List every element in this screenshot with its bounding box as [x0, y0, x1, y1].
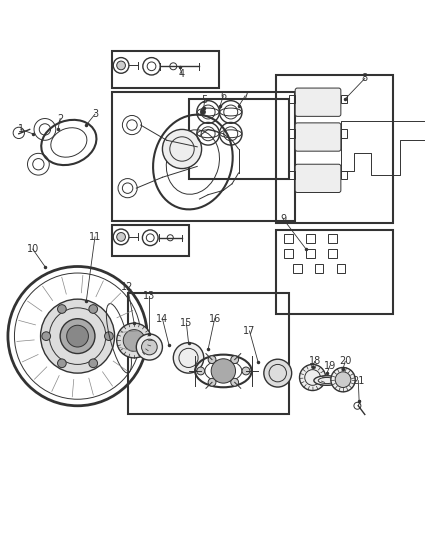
Circle shape: [211, 359, 236, 383]
Bar: [276, 75, 393, 223]
Circle shape: [208, 378, 216, 386]
FancyBboxPatch shape: [295, 123, 341, 151]
Text: 14: 14: [156, 314, 169, 324]
Text: 20: 20: [339, 357, 351, 366]
Text: 9: 9: [280, 214, 286, 224]
Bar: [341, 94, 347, 103]
Text: 16: 16: [208, 314, 221, 324]
Circle shape: [173, 343, 204, 373]
Bar: [113, 92, 295, 221]
Bar: [276, 230, 393, 314]
Bar: [306, 249, 315, 258]
Circle shape: [331, 367, 355, 392]
Circle shape: [117, 61, 125, 70]
Text: 15: 15: [180, 318, 193, 328]
Bar: [188, 99, 289, 180]
Text: 3: 3: [92, 109, 98, 119]
Circle shape: [89, 359, 98, 368]
Text: 6: 6: [220, 91, 226, 101]
Bar: [289, 94, 295, 103]
Circle shape: [105, 332, 113, 341]
Circle shape: [335, 372, 351, 387]
Bar: [113, 51, 219, 88]
Text: 11: 11: [89, 232, 101, 242]
Circle shape: [141, 339, 157, 355]
Bar: [284, 234, 293, 243]
Circle shape: [41, 299, 115, 373]
Circle shape: [300, 365, 325, 391]
Circle shape: [264, 359, 292, 387]
Text: 5: 5: [201, 95, 208, 105]
Circle shape: [242, 367, 250, 375]
Circle shape: [117, 232, 125, 241]
Text: 2: 2: [57, 114, 63, 124]
FancyBboxPatch shape: [295, 88, 341, 116]
Bar: [293, 264, 302, 273]
Circle shape: [231, 356, 239, 364]
Circle shape: [89, 305, 98, 313]
Bar: [328, 234, 336, 243]
Circle shape: [57, 359, 66, 368]
Text: 17: 17: [243, 326, 256, 336]
Text: 10: 10: [27, 244, 39, 254]
Bar: [341, 130, 347, 138]
Bar: [341, 171, 347, 180]
Circle shape: [197, 367, 205, 375]
Circle shape: [42, 332, 50, 341]
Circle shape: [60, 319, 95, 353]
Bar: [113, 225, 188, 256]
Circle shape: [123, 329, 145, 351]
Bar: [284, 249, 293, 258]
Text: 4: 4: [179, 69, 185, 79]
Text: 7: 7: [242, 91, 248, 101]
Circle shape: [208, 356, 216, 364]
Circle shape: [136, 334, 162, 360]
Circle shape: [117, 323, 152, 358]
Circle shape: [231, 378, 239, 386]
Text: 12: 12: [121, 282, 134, 293]
Ellipse shape: [314, 376, 340, 385]
Text: 13: 13: [143, 291, 155, 301]
Circle shape: [57, 305, 66, 313]
Text: 19: 19: [324, 361, 336, 371]
Text: 18: 18: [309, 357, 321, 366]
Bar: [315, 264, 323, 273]
Bar: [328, 249, 336, 258]
Circle shape: [67, 325, 88, 347]
Bar: [289, 130, 295, 138]
Bar: [289, 171, 295, 180]
Bar: [336, 264, 345, 273]
Text: 8: 8: [362, 74, 368, 84]
Text: 21: 21: [352, 376, 364, 385]
Circle shape: [162, 130, 201, 168]
FancyBboxPatch shape: [295, 164, 341, 192]
Ellipse shape: [200, 109, 205, 115]
Bar: [306, 234, 315, 243]
Bar: [127, 293, 289, 415]
Text: 1: 1: [18, 124, 24, 134]
